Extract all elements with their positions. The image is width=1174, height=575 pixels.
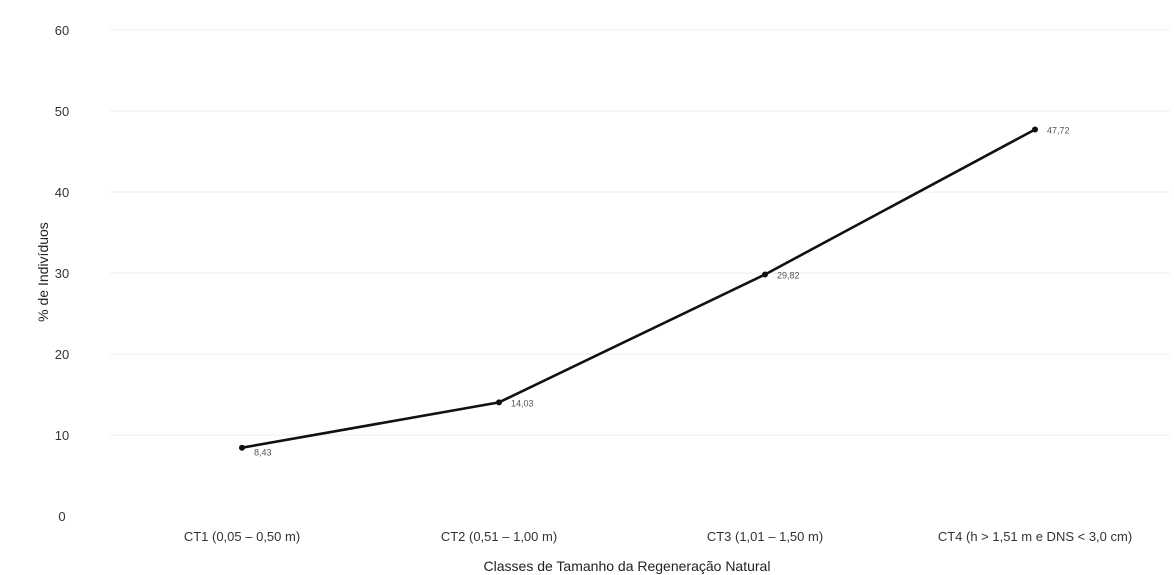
- y-tick-label: 30: [55, 266, 69, 281]
- y-tick-label: 0: [58, 509, 65, 524]
- data-labels: 8,43 14,03 29,82 47,72: [254, 125, 1070, 457]
- y-tick-label: 20: [55, 347, 69, 362]
- gridlines: [110, 29, 1170, 436]
- data-point: [1032, 126, 1038, 133]
- y-axis-title: % de Indivíduos: [35, 222, 51, 322]
- y-tick-label: 60: [55, 23, 69, 38]
- data-label: 8,43: [254, 448, 272, 458]
- data-point: [496, 399, 502, 406]
- data-label: 29,82: [777, 270, 800, 280]
- y-tick-label: 50: [55, 104, 69, 119]
- x-axis-title: Classes de Tamanho da Regeneração Natura…: [484, 558, 771, 574]
- x-tick-label: CT2 (0,51 – 1,00 m): [441, 529, 557, 544]
- y-tick-label: 40: [55, 185, 69, 200]
- data-label: 47,72: [1047, 125, 1070, 135]
- x-tick-label: CT1 (0,05 – 0,50 m): [184, 529, 300, 544]
- x-tick-label: CT3 (1,01 – 1,50 m): [707, 529, 823, 544]
- data-label: 14,03: [511, 398, 534, 408]
- y-axis-ticks: 0 10 20 30 40 50 60: [55, 23, 69, 524]
- series-line: [241, 128, 1036, 449]
- x-axis-ticks: CT1 (0,05 – 0,50 m) CT2 (0,51 – 1,00 m) CT…: [184, 529, 1132, 544]
- series-layer: [239, 126, 1038, 451]
- y-tick-label: 10: [55, 428, 69, 443]
- x-tick-label: CT4 (h > 1,51 m e DNS < 3,0 cm): [938, 529, 1132, 544]
- data-point: [762, 271, 768, 278]
- data-point: [239, 444, 245, 451]
